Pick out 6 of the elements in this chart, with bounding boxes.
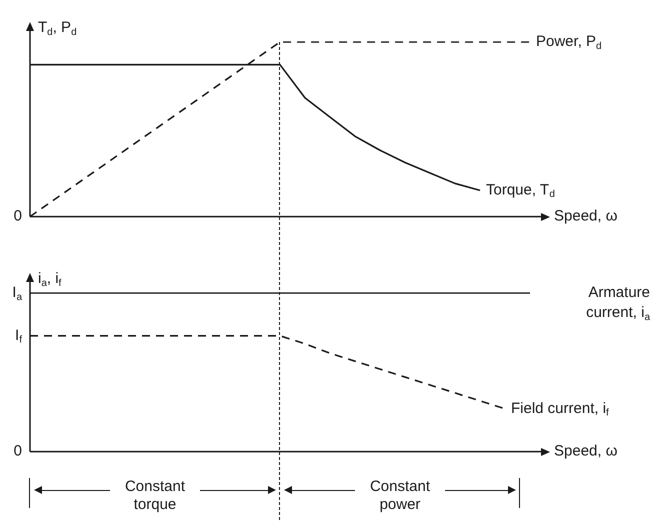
text: Constant power <box>355 478 445 514</box>
text: 0 <box>14 208 22 225</box>
text: Constant torque <box>110 478 200 514</box>
x-axis-title: Speed, ω <box>554 208 618 225</box>
text: 0 <box>14 442 22 460</box>
x-axis-title: Speed, ω <box>554 442 618 460</box>
